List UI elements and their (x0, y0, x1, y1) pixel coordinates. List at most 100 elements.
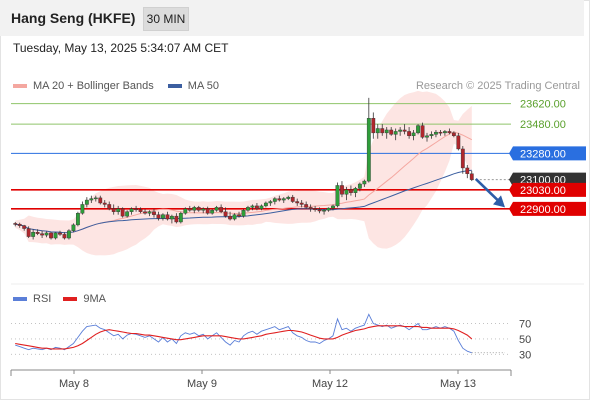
legend-9ma: 9MA (63, 293, 106, 305)
level-label-bg-23280.00 (509, 146, 586, 161)
candle-body (429, 134, 434, 137)
candle-body (443, 131, 447, 134)
candle-body (53, 232, 58, 239)
candle-body (268, 201, 273, 204)
candle-body (156, 214, 161, 219)
ma20-swatch (13, 84, 27, 88)
rsi-series-rsi (15, 313, 472, 354)
candle-body (259, 205, 264, 210)
candle-body (411, 132, 416, 137)
candle-body (26, 228, 31, 237)
candle-body (169, 215, 174, 220)
candle-body (214, 207, 219, 211)
x-tick-label-May 13: May 13 (440, 378, 476, 390)
candle-body (272, 198, 277, 202)
level-label-23030.00: 23030.00 (520, 185, 566, 197)
legend-ma50: MA 50 (167, 80, 219, 92)
candle-body (223, 211, 228, 217)
candle-body (80, 204, 85, 214)
candle-body (138, 209, 143, 212)
legend-rsi: RSI (13, 293, 51, 305)
candle-body (111, 208, 116, 212)
candle-body (129, 208, 134, 212)
candle-body (246, 207, 250, 211)
x-tick-label-May 9: May 9 (187, 378, 217, 390)
candle-body (13, 223, 18, 225)
candle-body (434, 131, 438, 135)
candle-body (402, 129, 407, 132)
candle-body (228, 215, 232, 220)
candle-body (75, 213, 80, 226)
candle-body (460, 148, 465, 169)
candle-body (425, 135, 429, 138)
candle-body (286, 196, 291, 199)
candle-body (299, 202, 304, 205)
rsi-swatch (13, 297, 27, 301)
level-label-bg-23030.00 (509, 182, 586, 197)
level-label-23620.00: 23620.00 (520, 99, 566, 111)
candle-body (384, 129, 389, 134)
candle-body (331, 205, 335, 209)
level-label-23280.00: 23280.00 (520, 148, 566, 160)
candle-body (120, 208, 125, 217)
candle-body (393, 131, 398, 135)
timeframe-button[interactable]: 30 MIN (143, 7, 189, 31)
candle-body (187, 208, 192, 211)
candle-body (22, 225, 27, 229)
candle-body (281, 198, 286, 201)
price-legend: MA 20 + Bollinger Bands MA 50 (13, 80, 233, 92)
x-tick-label-May 12: May 12 (312, 378, 348, 390)
candle-body (304, 204, 309, 208)
candle-body (322, 210, 326, 212)
candle-body (313, 208, 318, 211)
candle-body (362, 180, 367, 185)
candle-body (192, 207, 197, 211)
rsi-tick-70: 70 (519, 319, 531, 331)
candle-body (143, 211, 147, 214)
candle-body (407, 131, 412, 137)
candle-body (398, 129, 403, 132)
instrument-title: Hang Seng (HKFE) (11, 10, 136, 26)
legend-ma20-label: MA 20 + Bollinger Bands (33, 80, 154, 92)
candle-body (201, 208, 206, 211)
candle-body (174, 215, 179, 223)
level-label-23480.00: 23480.00 (520, 119, 566, 131)
candle-body (420, 125, 425, 138)
candle-body (380, 128, 385, 134)
candle-body (40, 233, 44, 236)
9ma-swatch (63, 297, 78, 301)
candle-body (263, 202, 268, 207)
candle-body (67, 230, 71, 239)
candle-body (98, 197, 103, 204)
candle-body (366, 118, 371, 182)
candle-body (152, 211, 156, 215)
candle-body (340, 185, 344, 195)
candle-body (107, 204, 112, 210)
candle-body (456, 135, 461, 150)
candle-body (125, 211, 130, 217)
candle-body (219, 207, 224, 212)
candle-body (469, 173, 474, 180)
candle-body (438, 131, 443, 134)
candle-body (17, 223, 22, 226)
candle-body (371, 118, 376, 134)
candle-body (290, 196, 295, 202)
candle-body (326, 207, 331, 211)
candle-body (71, 224, 76, 231)
timestamp: Tuesday, May 13, 2025 5:34:07 AM CET (13, 41, 229, 55)
candle-body (295, 201, 300, 204)
candle-body (255, 205, 259, 210)
candle-body (183, 208, 188, 214)
x-tick-label-May 8: May 8 (59, 378, 89, 390)
candle-body (210, 210, 215, 214)
legend-ma20: MA 20 + Bollinger Bands (13, 80, 154, 92)
forecast-arrow-shaft (474, 177, 502, 205)
bollinger-band-fill (15, 90, 472, 256)
candle-body (344, 189, 349, 195)
candle-body (62, 234, 67, 239)
candle-body (335, 185, 340, 207)
candle-body (102, 202, 107, 205)
level-label-bg-22900.00 (509, 201, 586, 216)
legend-9ma-label: 9MA (83, 293, 106, 305)
